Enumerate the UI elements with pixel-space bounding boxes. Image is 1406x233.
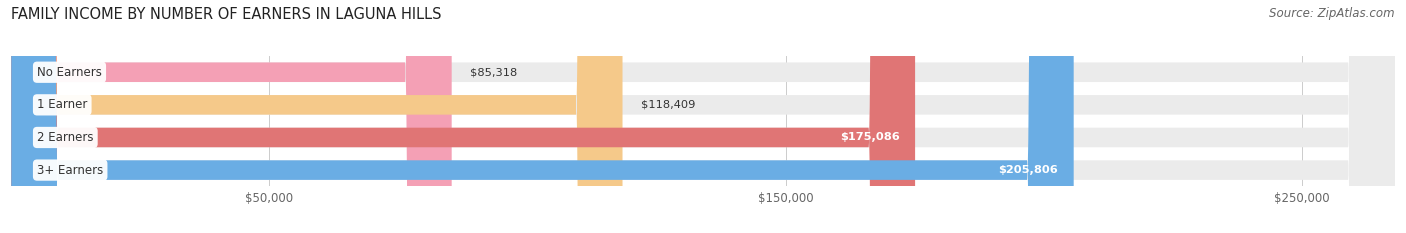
Text: Source: ZipAtlas.com: Source: ZipAtlas.com	[1270, 7, 1395, 20]
Text: 2 Earners: 2 Earners	[37, 131, 94, 144]
FancyBboxPatch shape	[11, 0, 1395, 233]
Text: No Earners: No Earners	[37, 66, 101, 79]
FancyBboxPatch shape	[11, 0, 1074, 233]
Text: FAMILY INCOME BY NUMBER OF EARNERS IN LAGUNA HILLS: FAMILY INCOME BY NUMBER OF EARNERS IN LA…	[11, 7, 441, 22]
Text: $85,318: $85,318	[470, 67, 517, 77]
Text: 1 Earner: 1 Earner	[37, 98, 87, 111]
Text: $118,409: $118,409	[641, 100, 695, 110]
Text: $205,806: $205,806	[998, 165, 1059, 175]
FancyBboxPatch shape	[11, 0, 1395, 233]
Text: 3+ Earners: 3+ Earners	[37, 164, 103, 177]
FancyBboxPatch shape	[11, 0, 1395, 233]
FancyBboxPatch shape	[11, 0, 451, 233]
FancyBboxPatch shape	[11, 0, 915, 233]
Text: $175,086: $175,086	[839, 133, 900, 142]
FancyBboxPatch shape	[11, 0, 623, 233]
FancyBboxPatch shape	[11, 0, 1395, 233]
